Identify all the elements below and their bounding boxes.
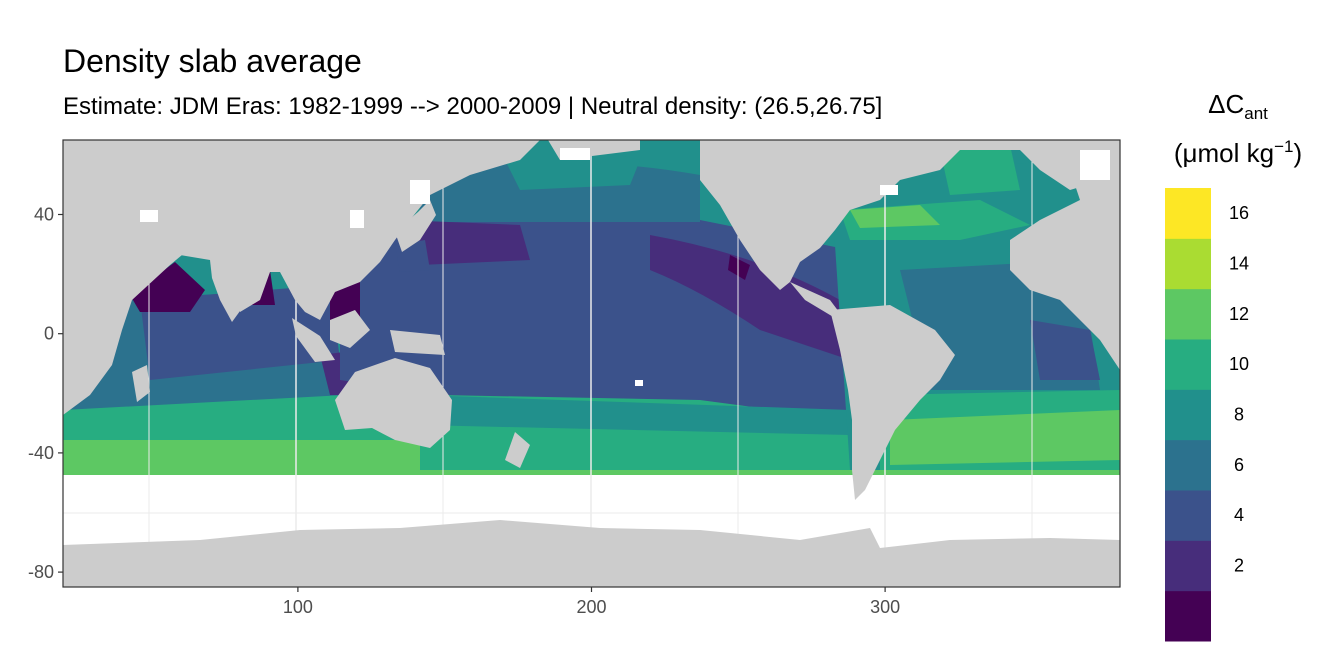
legend-label: 4 bbox=[1234, 505, 1244, 525]
legend-label: 12 bbox=[1229, 304, 1249, 324]
land-sumatra bbox=[292, 318, 335, 362]
land-new-zealand bbox=[505, 432, 530, 468]
land-borneo bbox=[330, 310, 370, 348]
chart-title: Density slab average bbox=[63, 43, 362, 79]
land-new-guinea bbox=[390, 330, 445, 355]
island-2 bbox=[350, 210, 364, 228]
legend-swatch bbox=[1165, 540, 1211, 592]
land-antarctica bbox=[63, 520, 1120, 587]
chart-subtitle: Estimate: JDM Eras: 1982-1999 --> 2000-2… bbox=[63, 93, 883, 120]
land-japan bbox=[395, 200, 436, 252]
y-tick-label: -80 bbox=[28, 562, 54, 582]
islands bbox=[140, 148, 1110, 386]
y-tick-label: 0 bbox=[44, 324, 54, 344]
land-south-america bbox=[830, 305, 955, 500]
land-madagascar bbox=[132, 365, 150, 402]
okhotsk bbox=[500, 146, 640, 190]
y-tick-label: -40 bbox=[28, 443, 54, 463]
legend-title-main: ΔC bbox=[1208, 89, 1244, 119]
legend-swatch bbox=[1165, 339, 1211, 390]
land-north-america bbox=[700, 140, 1100, 290]
x-tick-label: 300 bbox=[870, 597, 900, 617]
x-tick-label: 100 bbox=[283, 597, 313, 617]
island-5 bbox=[1080, 150, 1110, 180]
legend-swatch bbox=[1165, 288, 1211, 340]
x-tick-label: 200 bbox=[576, 597, 606, 617]
legend-unit-end: ) bbox=[1293, 138, 1302, 168]
legend-label: 14 bbox=[1229, 254, 1249, 274]
legend-swatch bbox=[1165, 439, 1211, 491]
island-3 bbox=[410, 180, 430, 204]
legend-swatch bbox=[1165, 590, 1211, 642]
island-6 bbox=[880, 185, 898, 195]
legend-unit-main: (μmol kg bbox=[1174, 138, 1274, 168]
pacific-east-min bbox=[728, 255, 750, 280]
legend-title-line2: (μmol kg−1) bbox=[1174, 137, 1302, 168]
y-tick-label: 40 bbox=[34, 205, 54, 225]
legend-unit-sup: −1 bbox=[1274, 137, 1293, 156]
land-india bbox=[210, 260, 248, 322]
legend-swatch bbox=[1165, 490, 1211, 541]
pacific-east-low bbox=[650, 235, 850, 360]
legend-colorbar: 2 4 6 8 10 12 14 16 bbox=[1165, 188, 1249, 642]
legend-label: 6 bbox=[1234, 455, 1244, 475]
pacific-nw-low bbox=[400, 220, 530, 265]
atlantic-north-peak bbox=[850, 205, 940, 228]
labrador bbox=[940, 145, 1020, 195]
island-1 bbox=[140, 210, 158, 222]
legend-label: 2 bbox=[1234, 556, 1244, 576]
legend-label: 10 bbox=[1229, 354, 1249, 374]
island-4 bbox=[560, 148, 590, 160]
legend-label: 8 bbox=[1234, 405, 1244, 425]
island-7 bbox=[635, 380, 643, 386]
atlantic-tropic-low bbox=[1030, 320, 1100, 380]
legend-title-line1: ΔCant bbox=[1208, 89, 1268, 123]
legend-title-sub: ant bbox=[1244, 104, 1268, 123]
land-europe-africa-east bbox=[1010, 160, 1120, 370]
legend-swatch bbox=[1165, 238, 1211, 290]
land-australia bbox=[335, 358, 452, 448]
legend-label: 16 bbox=[1229, 203, 1249, 223]
atlantic-south-high bbox=[890, 410, 1120, 465]
legend-swatch bbox=[1165, 389, 1211, 441]
legend: ΔCant (μmol kg−1) 2 4 6 8 10 12 14 16 bbox=[1165, 89, 1302, 642]
pacific-south-mid bbox=[420, 395, 850, 435]
legend-swatch bbox=[1165, 188, 1211, 239]
